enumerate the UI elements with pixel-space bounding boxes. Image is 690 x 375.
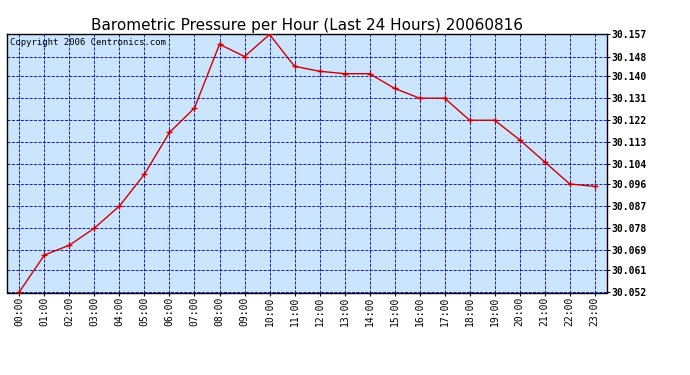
Text: Copyright 2006 Centronics.com: Copyright 2006 Centronics.com xyxy=(10,38,166,46)
Title: Barometric Pressure per Hour (Last 24 Hours) 20060816: Barometric Pressure per Hour (Last 24 Ho… xyxy=(91,18,523,33)
